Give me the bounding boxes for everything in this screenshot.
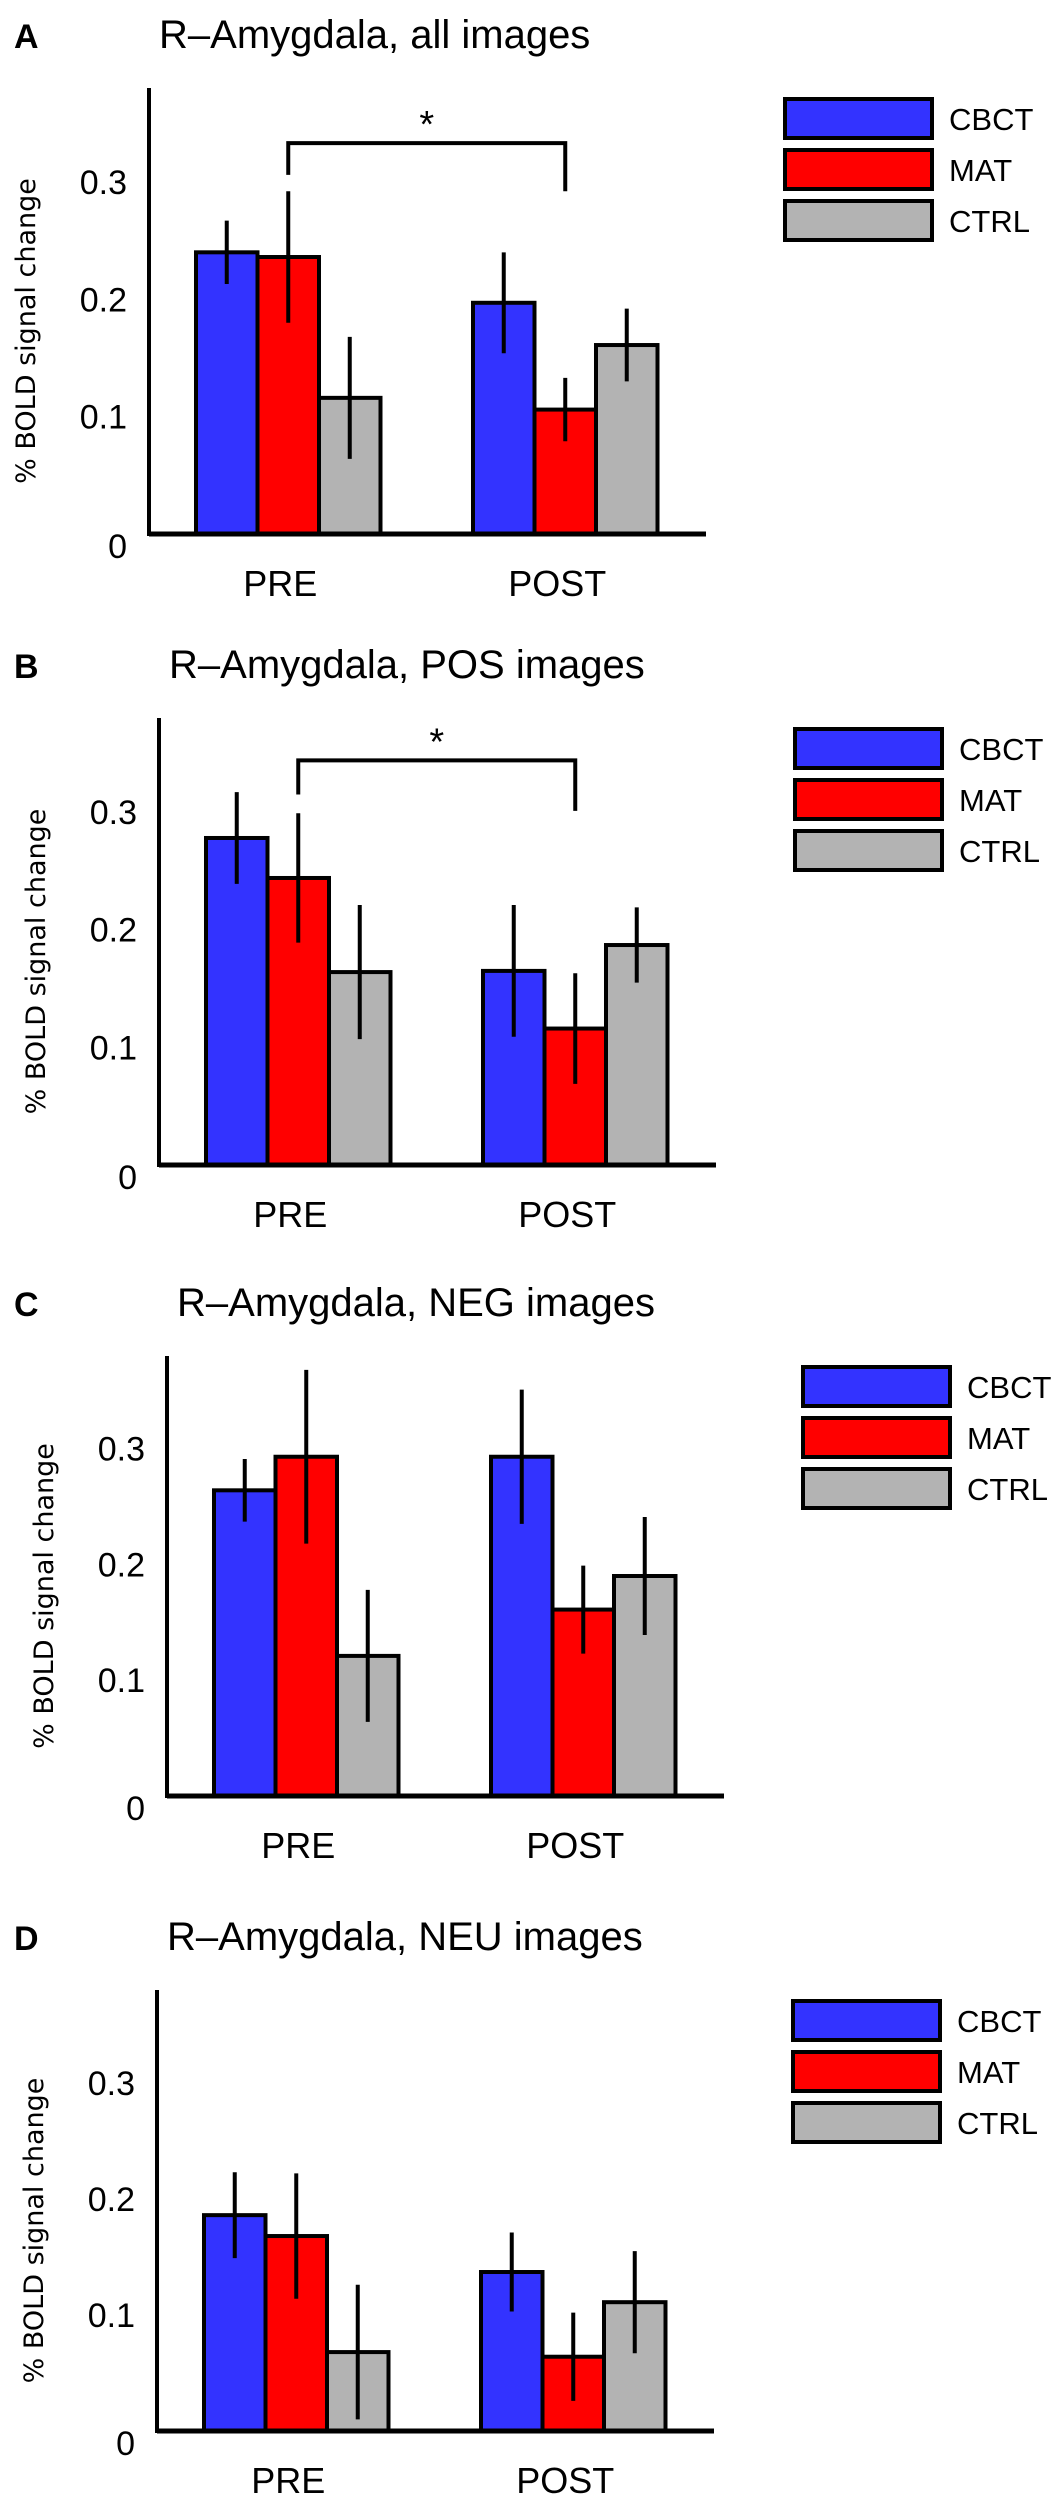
y-tick-label: 0.2 <box>98 1546 145 1584</box>
legend-swatch-ctrl <box>783 199 934 242</box>
legend-swatch-ctrl <box>801 1467 952 1510</box>
x-tick-label: POST <box>526 1825 624 1866</box>
panel-b: B R–Amygdala, POS images % BOLD signal cha… <box>14 643 1043 1235</box>
y-tick-label: 0 <box>118 1159 137 1197</box>
panel-letter: B <box>14 648 39 686</box>
legend-swatch-ctrl <box>793 829 944 872</box>
legend-label: CTRL <box>967 1472 1048 1507</box>
legend-swatch-cbct <box>791 1999 942 2042</box>
legend-label: MAT <box>949 153 1012 188</box>
x-tick-label: PRE <box>243 563 317 604</box>
significance-bracket <box>286 141 568 192</box>
legend-label: CTRL <box>957 2106 1038 2141</box>
y-tick-label: 0.3 <box>90 794 137 832</box>
bar-cbct-pre <box>204 835 270 1167</box>
legend-label: CTRL <box>949 204 1030 239</box>
legend-label: CBCT <box>967 1370 1051 1405</box>
x-tick-label: POST <box>516 2460 614 2500</box>
y-tick-label: 0 <box>126 1790 145 1828</box>
y-tick-label: 0.1 <box>80 399 127 437</box>
legend-label: CBCT <box>949 102 1033 137</box>
legend-label: CBCT <box>957 2004 1041 2039</box>
y-axis-label: % BOLD signal change <box>11 178 42 484</box>
legend-swatch-cbct <box>783 97 934 140</box>
y-axis-label: % BOLD signal change <box>29 1443 60 1749</box>
y-tick-label: 0.1 <box>88 2297 135 2335</box>
panel-letter: D <box>14 1920 39 1958</box>
legend-swatch-ctrl <box>791 2101 942 2144</box>
panel-letter: C <box>14 1286 39 1324</box>
bar-cbct-pre <box>212 1488 278 1798</box>
panel-c: C R–Amygdala, NEG images % BOLD signal cha… <box>14 1281 1051 1866</box>
y-tick-label: 0.2 <box>90 912 137 950</box>
y-tick-label: 0.3 <box>98 1431 145 1469</box>
significance-bracket <box>296 758 578 811</box>
legend-swatch-mat <box>791 2050 942 2093</box>
y-tick-label: 0.1 <box>98 1662 145 1700</box>
legend-label: MAT <box>967 1421 1030 1456</box>
legend-label: CBCT <box>959 732 1043 767</box>
x-tick-label: POST <box>508 563 606 604</box>
panel-a: A R–Amygdala, all images % BOLD signal cha… <box>11 13 1033 604</box>
y-tick-label: 0.3 <box>88 2065 135 2103</box>
legend-swatch-mat <box>793 778 944 821</box>
panel-title: R–Amygdala, all images <box>159 13 590 57</box>
x-tick-label: PRE <box>253 1194 327 1235</box>
panel-letter: A <box>14 18 39 56</box>
x-tick-label: POST <box>518 1194 616 1235</box>
y-axis-label: % BOLD signal change <box>19 2078 50 2384</box>
y-tick-label: 0.1 <box>90 1029 137 1067</box>
y-tick-label: 0.2 <box>88 2181 135 2219</box>
y-axis-label: % BOLD signal change <box>21 809 52 1115</box>
y-tick-label: 0.2 <box>80 281 127 319</box>
legend-swatch-mat <box>801 1416 952 1459</box>
y-tick-label: 0.3 <box>80 164 127 202</box>
panel-title: R–Amygdala, NEU images <box>167 1915 643 1959</box>
legend-swatch-cbct <box>801 1365 952 1408</box>
significance-star: * <box>419 104 434 146</box>
x-tick-label: PRE <box>251 2460 325 2500</box>
legend-label: CTRL <box>959 834 1040 869</box>
significance-star: * <box>429 721 444 763</box>
panel-title: R–Amygdala, NEG images <box>177 1281 655 1325</box>
legend-label: MAT <box>957 2055 1020 2090</box>
y-tick-label: 0 <box>116 2425 135 2463</box>
panel-title: R–Amygdala, POS images <box>169 643 645 687</box>
legend-label: MAT <box>959 783 1022 818</box>
bar-cbct-pre <box>194 250 260 536</box>
legend-swatch-cbct <box>793 727 944 770</box>
x-tick-label: PRE <box>261 1825 335 1866</box>
legend-swatch-mat <box>783 148 934 191</box>
y-tick-label: 0 <box>108 528 127 566</box>
panel-d: D R–Amygdala, NEU images % BOLD signal cha… <box>14 1915 1041 2500</box>
